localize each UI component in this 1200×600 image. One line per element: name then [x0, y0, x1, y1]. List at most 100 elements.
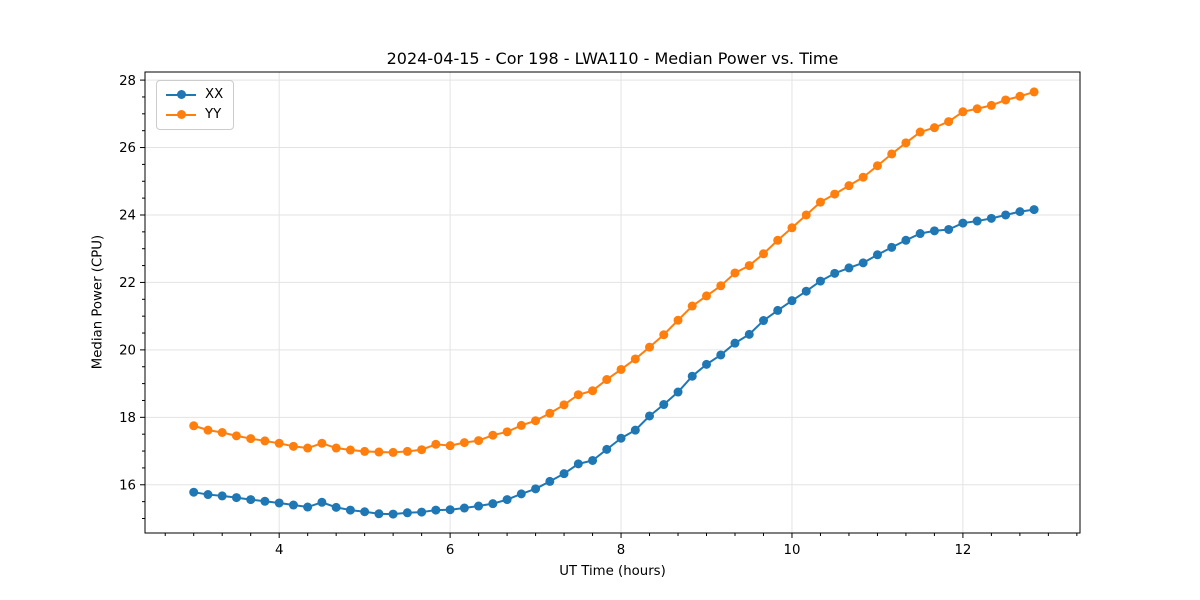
series-yy-point [887, 149, 897, 159]
series-xx-point [317, 497, 327, 507]
series-xx-point [417, 507, 427, 517]
series-xx-point [645, 411, 655, 421]
series-yy-point [759, 249, 769, 259]
series-xx-point [744, 329, 754, 339]
series-yy-point [288, 441, 298, 451]
x-tick-label: 6 [446, 543, 454, 558]
series-yy-point [730, 268, 740, 278]
series-xx-point [203, 490, 213, 500]
series-xx-line [193, 208, 1035, 516]
series-yy-point [872, 161, 882, 171]
series-xx-point [274, 498, 284, 508]
series-yy-point [374, 447, 384, 457]
series-yy-point [402, 446, 412, 456]
series-xx-point [360, 507, 370, 517]
series-yy-point [801, 210, 811, 220]
series-yy-point [488, 430, 498, 440]
series-xx-point [388, 509, 398, 519]
x-axis-label: UT Time (hours) [559, 564, 666, 579]
series-yy-point [929, 123, 939, 133]
series-xx-point [972, 216, 982, 226]
series-xx-point [659, 400, 669, 410]
series-xx-point [345, 505, 355, 515]
series-yy-point [459, 438, 469, 448]
y-tick-label: 28 [119, 74, 136, 89]
series-xx-point [374, 509, 384, 519]
chart-title: 2024-04-15 - Cor 198 - LWA110 - Median P… [386, 49, 839, 68]
series-xx-point [303, 502, 313, 512]
series-yy-point [559, 400, 569, 410]
series-xx-point [702, 359, 712, 369]
series-xx-point [531, 484, 541, 494]
series-yy-point [1001, 95, 1011, 105]
series-xx-point [630, 425, 640, 435]
series-yy-point [545, 408, 555, 418]
y-axis-label: Median Power (CPU) [90, 234, 106, 370]
series-yy-point [659, 330, 669, 340]
series-xx-point [573, 459, 583, 469]
series-yy-point [203, 425, 213, 435]
series-yy-point [573, 390, 583, 400]
series-xx-point [830, 268, 840, 278]
x-tick-label: 8 [617, 543, 625, 558]
legend-marker-yy [166, 110, 196, 120]
series-yy-point [345, 445, 355, 455]
y-tick-label: 24 [119, 209, 136, 224]
series-yy-point [915, 127, 925, 137]
series-xx-point [716, 350, 726, 360]
series-yy-point [317, 438, 327, 448]
series-xx-point [787, 296, 797, 306]
series-yy-point [815, 197, 825, 207]
x-tick-label: 4 [275, 543, 283, 558]
series-yy-point [246, 434, 256, 444]
series-yy-point [744, 261, 754, 271]
series-yy-point [274, 438, 284, 448]
series-yy-point [189, 421, 199, 431]
series-xx-point [588, 455, 598, 465]
series-xx-point [687, 371, 697, 381]
axes-frame [144, 71, 1081, 534]
series-yy-point [901, 138, 911, 148]
series-yy-point [716, 281, 726, 291]
legend-item-yy: YY [166, 107, 223, 123]
legend-label-xx: XX [205, 87, 224, 102]
series-yy-point [231, 431, 241, 441]
series-yy-point [958, 107, 968, 117]
series-yy-point [773, 235, 783, 245]
series-yy-point [1029, 87, 1039, 97]
series-xx-point [1029, 205, 1039, 215]
series-yy-point [673, 315, 683, 325]
series-xx-point [1015, 207, 1025, 217]
series-xx-point [189, 487, 199, 497]
series-xx-point [288, 500, 298, 510]
series-yy-point [787, 223, 797, 233]
x-tick-label: 10 [784, 543, 801, 558]
series-yy-point [217, 428, 227, 437]
legend: XX YY [156, 80, 235, 130]
series-xx-point [858, 258, 868, 268]
series-xx-point [801, 286, 811, 296]
series-yy-point [417, 445, 427, 455]
series-xx-point [331, 502, 341, 512]
y-tick-label: 26 [119, 141, 136, 156]
series-yy-point [531, 416, 541, 426]
series-xx-point [929, 226, 939, 236]
series-yy-point [331, 443, 341, 453]
series-xx-point [231, 493, 241, 503]
series-yy-point [260, 436, 270, 446]
series-yy-point [388, 447, 398, 457]
legend-label-yy: YY [205, 107, 222, 123]
series-yy-point [516, 420, 526, 430]
series-xx-point [759, 316, 769, 326]
series-xx-point [488, 499, 498, 509]
series-yy-point [645, 342, 655, 352]
series-xx-point [1001, 210, 1011, 220]
series-xx-point [459, 503, 469, 513]
series-xx-point [545, 476, 555, 486]
series-yy-point [944, 117, 954, 127]
series-xx-point [944, 224, 954, 234]
series-xx-point [887, 242, 897, 252]
y-tick-label: 20 [119, 344, 136, 359]
